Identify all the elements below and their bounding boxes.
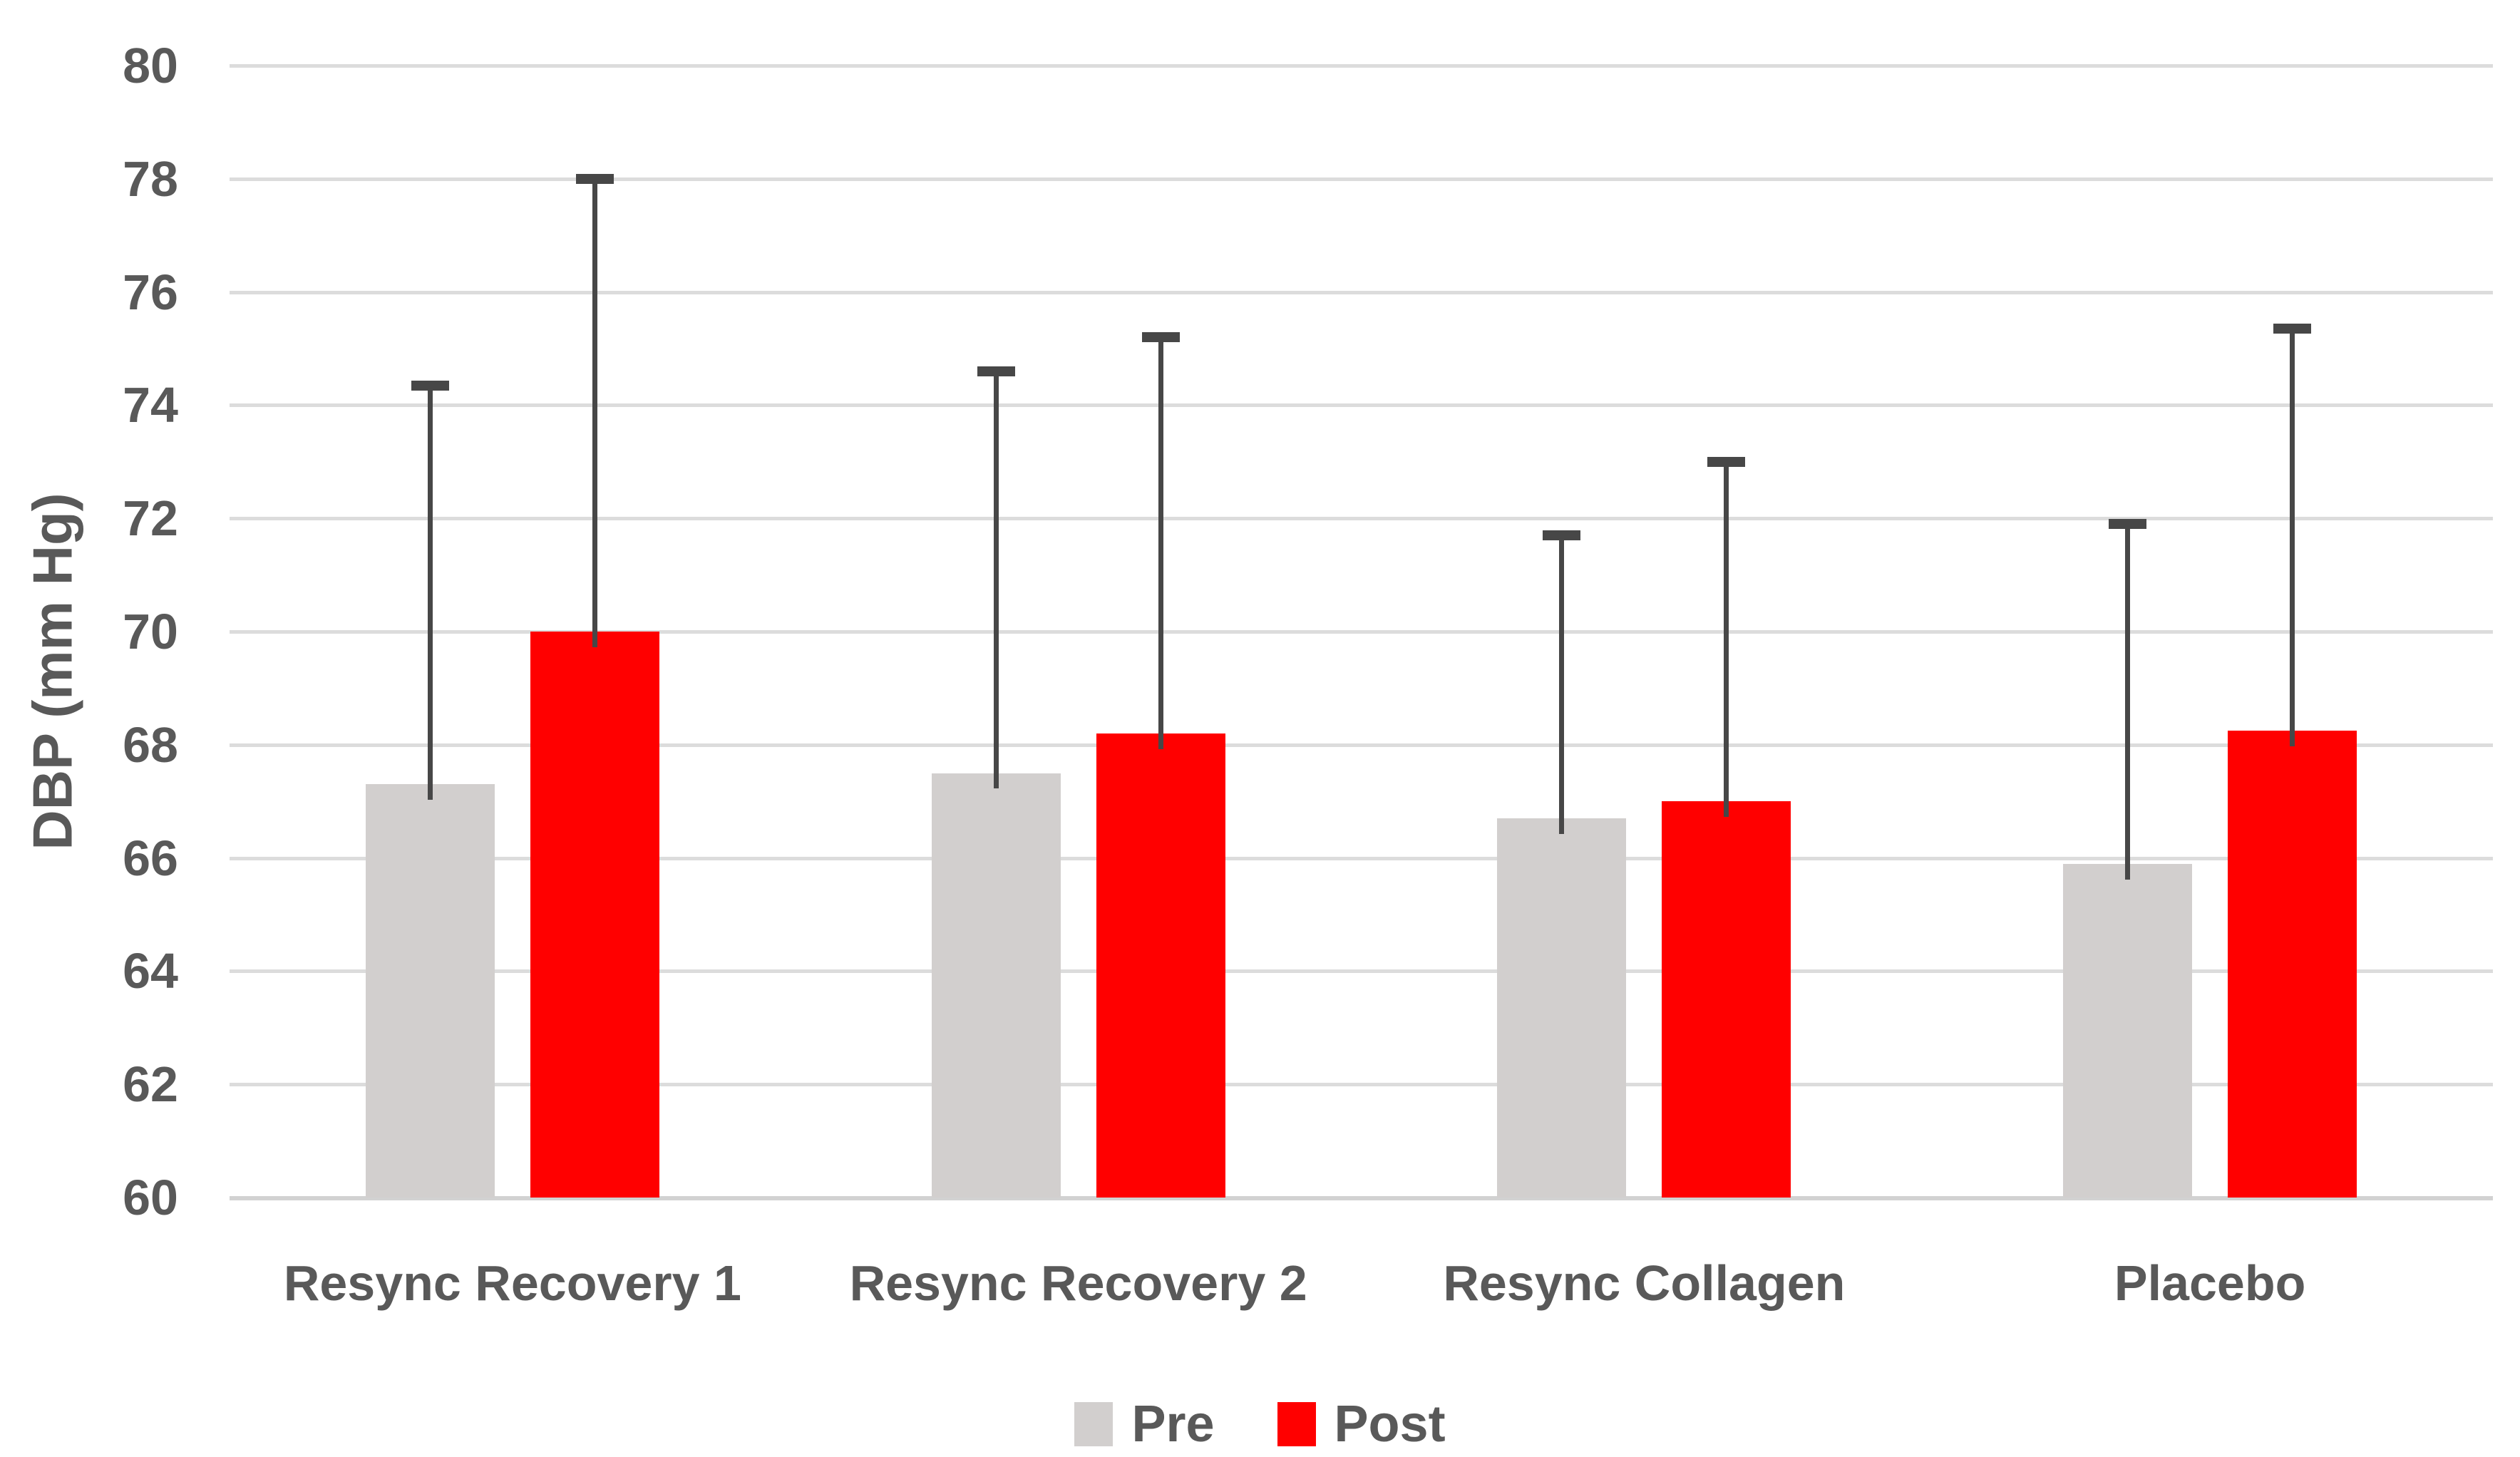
legend-swatch-post (1277, 1402, 1316, 1446)
y-tick-label: 78 (123, 150, 178, 207)
bar-post-4 (2228, 730, 2357, 1198)
y-tick-label: 76 (123, 264, 178, 320)
bar-post-2 (1096, 733, 1225, 1198)
legend-label: Post (1334, 1396, 1446, 1453)
y-tick-label: 62 (123, 1056, 178, 1113)
gridline (230, 630, 2493, 634)
error-bar-cap (2109, 519, 2147, 530)
x-category-label: Resync Collagen (1443, 1255, 1846, 1311)
gridline (230, 743, 2493, 747)
x-category-label: Placebo (2114, 1255, 2306, 1311)
y-tick-label: 80 (123, 38, 178, 93)
legend-item-post: Post (1277, 1399, 1446, 1450)
error-bar-cap (1141, 332, 1180, 343)
legend-item-pre: Pre (1074, 1396, 1215, 1453)
gridline (230, 1083, 2493, 1087)
error-bar-cap (575, 173, 614, 184)
legend: Pre Post (0, 1391, 2520, 1457)
x-axis-line (230, 1196, 2493, 1200)
gridline (230, 403, 2493, 408)
error-bar-cap (2273, 324, 2312, 334)
y-axis-title: DBP (mm Hg) (21, 493, 84, 850)
gridline (230, 969, 2493, 974)
y-tick-label: 60 (123, 1170, 178, 1225)
error-bar-line (1724, 461, 1729, 818)
y-tick-label: 70 (123, 604, 178, 659)
bar-post-3 (1662, 801, 1791, 1198)
error-bar-line (2125, 524, 2131, 880)
y-tick-label: 68 (123, 716, 178, 773)
bar-post-1 (530, 632, 659, 1198)
gridline (230, 177, 2493, 181)
y-tick-label: 74 (123, 377, 178, 433)
y-tick-label: 72 (123, 490, 178, 547)
error-bar-cap (411, 380, 449, 391)
y-tick-label: 64 (123, 943, 178, 999)
error-bar-line (2290, 329, 2295, 746)
bar-pre-3 (1497, 818, 1627, 1198)
legend-label: Pre (1131, 1396, 1215, 1453)
gridline (230, 517, 2493, 521)
error-bar-cap (1543, 530, 1581, 541)
x-category-label: Resync Recovery 2 (849, 1255, 1307, 1311)
legend-swatch-pre (1074, 1402, 1114, 1446)
gridline (230, 64, 2493, 68)
error-bar-line (427, 385, 433, 800)
y-tick-label: 66 (123, 830, 178, 886)
bar-pre-1 (365, 784, 495, 1198)
bar-pre-2 (931, 773, 1061, 1198)
error-bar-cap (977, 366, 1015, 376)
error-bar-line (592, 178, 597, 647)
gridline (230, 856, 2493, 860)
x-category-label: Resync Recovery 1 (283, 1255, 741, 1311)
bar-pre-4 (2063, 863, 2193, 1198)
error-bar-line (1559, 535, 1565, 835)
error-bar-cap (1707, 456, 1746, 467)
gridline (230, 290, 2493, 294)
error-bar-line (993, 371, 999, 789)
error-bar-line (1158, 337, 1163, 749)
